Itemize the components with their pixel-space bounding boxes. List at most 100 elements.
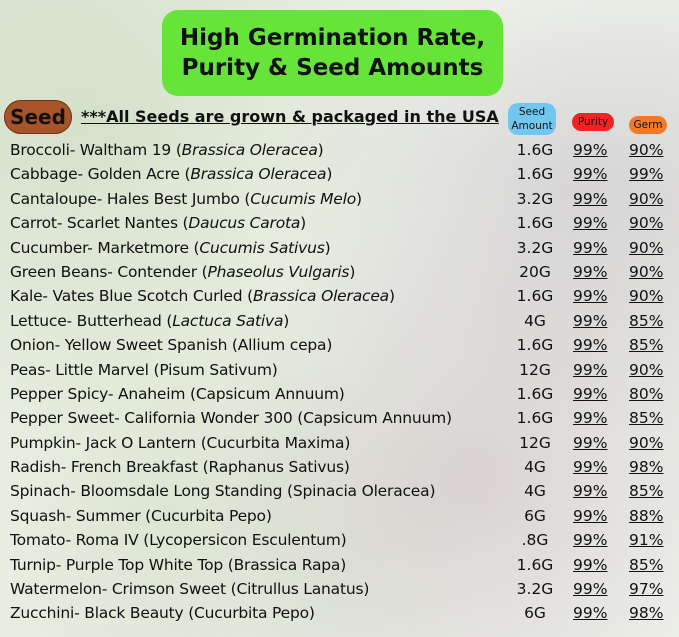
purity-value: 99%	[573, 458, 608, 477]
seed-amount: 1.6G	[516, 409, 554, 428]
seed-name-scientific: Cucumis Melo	[250, 189, 356, 208]
table-row: Pumpkin- Jack O Lantern (Cucurbita Maxim…	[0, 432, 679, 456]
table-row: Cucumber- Marketmore (Cucumis Sativus) 3.…	[0, 237, 679, 261]
purity-value: 99%	[573, 580, 608, 599]
seed-name: Broccoli- Waltham 19 (Brassica Oleracea)	[10, 141, 324, 159]
germ-value: 85%	[629, 555, 664, 574]
purity-value: 99%	[573, 555, 608, 574]
germ-header: Germ	[629, 116, 667, 134]
germ-value: 98%	[629, 458, 664, 477]
purity-value: 99%	[573, 238, 608, 257]
seed-name: Radish- French Breakfast (Raphanus Sativ…	[10, 458, 350, 476]
seed-amount: 1.6G	[516, 287, 554, 306]
seed-amount-header: Seed Amount	[508, 103, 556, 135]
seed-name-scientific: Brassica Oleracea	[252, 287, 389, 306]
seed-name-common: Kale- Vates Blue Scotch Curled (	[10, 287, 253, 306]
seed-name-common: Radish- French Breakfast (Raphanus Sativ…	[10, 458, 350, 477]
purity-value: 99%	[573, 482, 608, 501]
table-row: Squash- Summer (Cucurbita Pepo) 6G 99% 88%	[0, 505, 679, 529]
seed-name-common: Tomato- Roma IV (Lycopersicon Esculentum…	[10, 531, 347, 550]
seed-name-scientific: Brassica Oleracea	[190, 165, 327, 184]
germ-value: 85%	[629, 311, 664, 330]
seed-name: Spinach- Bloomsdale Long Standing (Spina…	[10, 482, 435, 500]
seed-name-close: )	[349, 262, 356, 281]
seed-name: Onion- Yellow Sweet Spanish (Allium cepa…	[10, 336, 332, 354]
seed-name: Cantaloupe- Hales Best Jumbo (Cucumis Me…	[10, 190, 362, 208]
seed-name-common: Spinach- Bloomsdale Long Standing (Spina…	[10, 482, 436, 501]
germ-value: 90%	[629, 360, 664, 379]
seed-amount: 1.6G	[516, 384, 554, 403]
germ-value: 90%	[629, 189, 664, 208]
seed-amount-header-line-1: Seed	[518, 105, 546, 118]
seed-column-label: Seed	[4, 100, 72, 134]
table-row: Cantaloupe- Hales Best Jumbo (Cucumis Me…	[0, 188, 679, 212]
seed-amount: 1.6G	[516, 555, 554, 574]
seed-name-scientific: Cucumis Sativus	[199, 238, 325, 257]
seed-name-scientific: Daucus Carota	[188, 214, 301, 233]
purity-value: 99%	[573, 604, 608, 623]
seed-amount: 1.6G	[516, 336, 554, 355]
table-row: Green Beans- Contender (Phaseolus Vulgar…	[0, 261, 679, 285]
seed-name-common: Watermelon- Crimson Sweet (Citrullus Lan…	[10, 580, 370, 599]
purity-value: 99%	[573, 506, 608, 525]
seed-name: Carrot- Scarlet Nantes (Daucus Carota)	[10, 214, 306, 232]
table-row: Lettuce- Butterhead (Lactuca Sativa) 4G 99…	[0, 310, 679, 334]
seed-name-common: Broccoli- Waltham 19 (	[10, 141, 182, 159]
seed-name: Squash- Summer (Cucurbita Pepo)	[10, 507, 272, 525]
table-row: Watermelon- Crimson Sweet (Citrullus Lan…	[0, 578, 679, 602]
seed-name-common: Lettuce- Butterhead (	[10, 311, 173, 330]
purity-value: 99%	[573, 384, 608, 403]
seed-name: Pumpkin- Jack O Lantern (Cucurbita Maxim…	[10, 434, 350, 452]
seed-amount: 12G	[519, 360, 551, 379]
seed-amount-header-line-2: Amount	[511, 120, 553, 132]
seed-amount: 20G	[519, 262, 551, 281]
seed-amount: 6G	[524, 604, 546, 623]
purity-value: 99%	[573, 214, 608, 233]
seed-table: Broccoli- Waltham 19 (Brassica Oleracea)…	[0, 139, 679, 627]
usa-note: ***All Seeds are grown & packaged in the…	[81, 107, 499, 126]
table-row: Kale- Vates Blue Scotch Curled (Brassica…	[0, 285, 679, 309]
germ-value: 90%	[629, 141, 664, 159]
seed-name: Pepper Spicy- Anaheim (Capsicum Annuum)	[10, 385, 345, 403]
germ-value: 90%	[629, 262, 664, 281]
seed-name-close: )	[283, 311, 290, 330]
germ-value: 99%	[629, 165, 664, 184]
seed-amount: 1.6G	[516, 141, 554, 159]
germ-value: 88%	[629, 506, 664, 525]
seed-amount: 12G	[519, 433, 551, 452]
seed-name-close: )	[300, 214, 307, 233]
seed-name: Peas- Little Marvel (Pisum Sativum)	[10, 361, 278, 379]
seed-name-common: Peas- Little Marvel (Pisum Sativum)	[10, 360, 278, 379]
germ-value: 80%	[629, 384, 664, 403]
seed-name-common: Onion- Yellow Sweet Spanish (Allium cepa…	[10, 336, 333, 355]
purity-header: Purity	[572, 113, 614, 131]
seed-name-close: )	[355, 189, 362, 208]
purity-value: 99%	[573, 141, 608, 159]
seed-name: Cabbage- Golden Acre (Brassica Oleracea)	[10, 165, 332, 183]
germ-value: 90%	[629, 238, 664, 257]
seed-amount: 3.2G	[516, 189, 554, 208]
seed-name-common: Cantaloupe- Hales Best Jumbo (	[10, 189, 251, 208]
table-row: Peas- Little Marvel (Pisum Sativum) 12G 99…	[0, 359, 679, 383]
purity-value: 99%	[573, 409, 608, 428]
seed-name: Green Beans- Contender (Phaseolus Vulgar…	[10, 263, 355, 281]
seed-name-close: )	[317, 141, 324, 159]
table-row: Carrot- Scarlet Nantes (Daucus Carota) 1.…	[0, 212, 679, 236]
seed-name: Zucchini- Black Beauty (Cucurbita Pepo)	[10, 604, 315, 622]
seed-name: Tomato- Roma IV (Lycopersicon Esculentum…	[10, 531, 347, 549]
title-banner: High Germination Rate, Purity & Seed Amo…	[162, 10, 503, 96]
seed-name-close: )	[388, 287, 395, 306]
germ-value: 98%	[629, 604, 664, 623]
seed-name: Kale- Vates Blue Scotch Curled (Brassica…	[10, 287, 395, 305]
table-row: Cabbage- Golden Acre (Brassica Oleracea)…	[0, 163, 679, 187]
purity-value: 99%	[573, 189, 608, 208]
purity-value: 99%	[573, 531, 608, 550]
seed-amount: 1.6G	[516, 214, 554, 233]
seed-amount: 6G	[524, 506, 546, 525]
table-row: Radish- French Breakfast (Raphanus Sativ…	[0, 456, 679, 480]
purity-value: 99%	[573, 287, 608, 306]
seed-name: Cucumber- Marketmore (Cucumis Sativus)	[10, 238, 331, 257]
germ-value: 90%	[629, 287, 664, 306]
seed-amount: 3.2G	[516, 580, 554, 599]
seed-amount: .8G	[521, 531, 549, 550]
